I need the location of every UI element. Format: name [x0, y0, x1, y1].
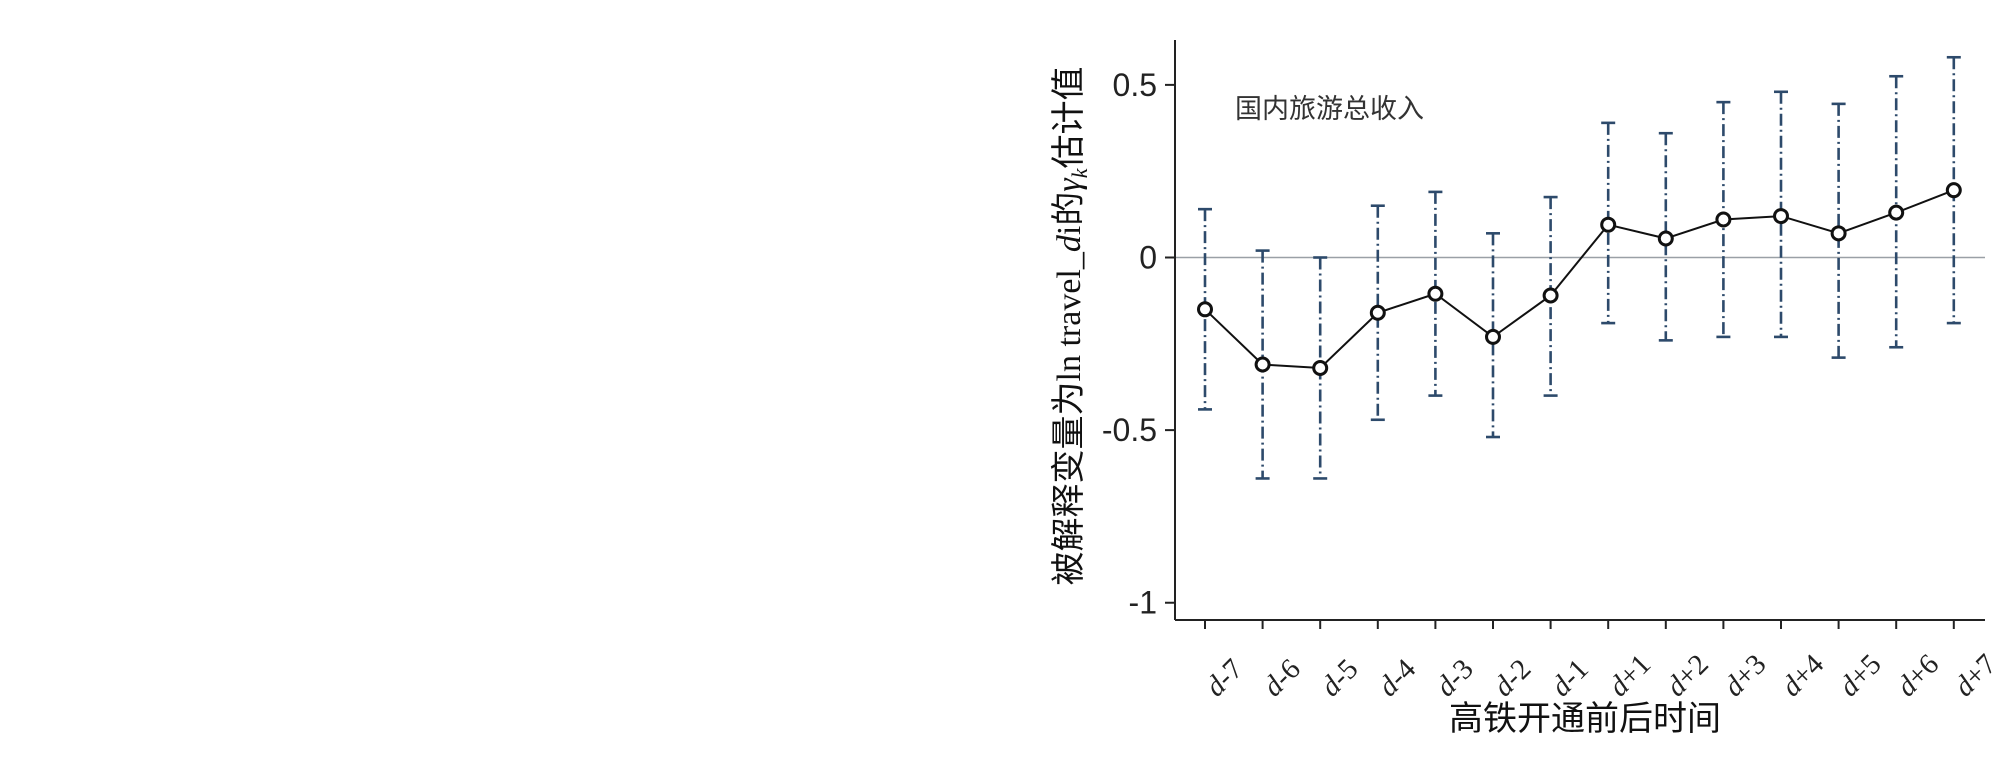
- x-tick-label: d+4: [1775, 648, 1830, 703]
- data-point: [1427, 285, 1444, 302]
- y-title-prefix: 被解释变量为: [1050, 381, 1088, 585]
- y-axis-title: 被解释变量为ln travel_di的γk估计值: [1050, 67, 1092, 586]
- data-point: [1945, 182, 1962, 199]
- x-ticks-group: d-7 d-6 d-5 d-4 d-3 d-2 d-1 d+1 d+2 d+3 d+4 d+5 d+6 d…: [1199, 620, 2003, 703]
- x-tick-label: d+3: [1718, 648, 1773, 703]
- x-tick-label: d+5: [1833, 648, 1888, 703]
- x-tick-label: d+6: [1891, 648, 1946, 703]
- data-point: [1254, 356, 1271, 373]
- y-ticks-group: 0.5 0 -0.5 -1: [1102, 67, 1175, 621]
- y-tick-label: 0: [1139, 240, 1157, 276]
- data-point: [1485, 328, 1501, 345]
- y-title-de: 的: [1050, 192, 1088, 226]
- series-points-group: [1197, 182, 1962, 376]
- y-title-gamma: γ: [1051, 177, 1088, 192]
- x-tick-label: d-6: [1257, 653, 1307, 703]
- data-point: [1715, 211, 1732, 228]
- x-tick-label: d-2: [1487, 653, 1537, 703]
- x-tick-label: d-3: [1430, 653, 1480, 703]
- y-tick-label: -0.5: [1102, 412, 1157, 448]
- data-point: [1773, 208, 1789, 225]
- data-point: [1830, 225, 1847, 242]
- series-line: [1204, 189, 1955, 370]
- data-point: [1888, 204, 1905, 221]
- x-axis-title: 高铁开通前后时间: [1449, 700, 1721, 738]
- chart-annotation: 国内旅游总收入: [1235, 94, 1424, 124]
- data-point: [1312, 359, 1329, 376]
- x-tick-label: d-5: [1315, 653, 1365, 703]
- x-tick-label: d-4: [1372, 653, 1422, 703]
- data-point: [1542, 287, 1559, 304]
- data-point: [1369, 304, 1386, 321]
- series-line-group: [1204, 189, 1955, 370]
- data-point: [1197, 301, 1213, 318]
- y-title-var: ln travel: [1051, 269, 1088, 381]
- y-title-sub: k: [1067, 167, 1092, 178]
- y-tick-label: -1: [1129, 585, 1157, 621]
- data-point: [1657, 230, 1674, 247]
- data-point: [1600, 216, 1617, 233]
- x-tick-label: d-7: [1199, 653, 1249, 703]
- x-tick-label: d+2: [1660, 648, 1715, 703]
- y-title-suffix: 估计值: [1050, 67, 1088, 169]
- y-tick-label: 0.5: [1113, 67, 1157, 103]
- y-title-underscore: _: [1051, 251, 1088, 270]
- x-tick-label: d-1: [1545, 653, 1595, 703]
- y-title-i: i: [1051, 226, 1088, 235]
- x-tick-label: d+1: [1603, 648, 1658, 703]
- x-tick-label: d+7: [1948, 648, 2003, 703]
- y-title-d: d: [1051, 234, 1088, 252]
